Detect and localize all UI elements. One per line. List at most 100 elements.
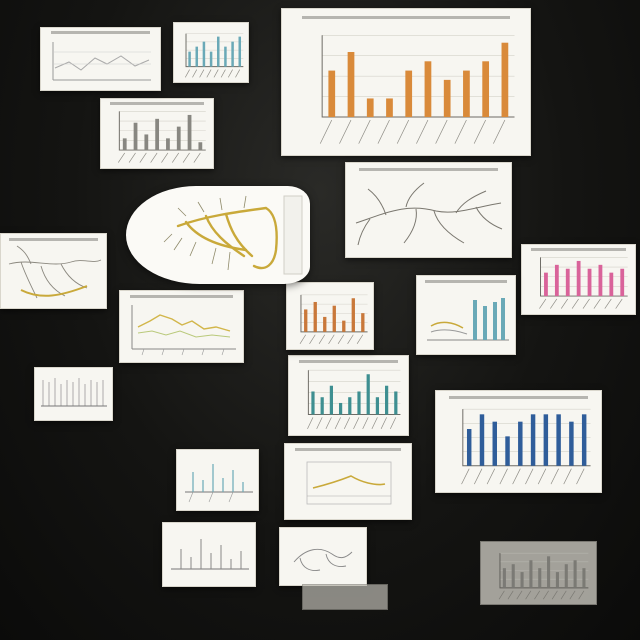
chart-bar [544, 272, 548, 297]
tick-label-mark [516, 590, 523, 600]
tick-label-mark [550, 468, 559, 485]
pressed-plant-specimen [126, 186, 310, 284]
tick-label-mark [604, 298, 612, 309]
tick-label-mark [206, 69, 212, 78]
bar-chart-small-orange [299, 294, 368, 345]
chart-card-blue [435, 390, 602, 493]
chart-title-line [129, 294, 234, 298]
chart-bar [332, 305, 336, 332]
tick-label-mark [539, 298, 547, 309]
tick-label-mark [150, 152, 158, 163]
chart-bar [144, 134, 149, 151]
line-chart-card-yellow [119, 290, 244, 363]
chart-bar [479, 414, 485, 466]
bar-chart-grey [117, 111, 206, 163]
chart-card-small-blue [173, 22, 249, 83]
chart-title-line [295, 447, 401, 451]
chart-bar [311, 391, 315, 415]
chart-bar [518, 421, 523, 466]
bar-chart-blue [461, 408, 591, 485]
tick-label-mark [316, 417, 323, 429]
chart-bar [361, 313, 365, 332]
tick-label-mark [319, 119, 333, 144]
chart-bar [342, 320, 346, 332]
chart-bar [351, 298, 355, 332]
tick-label-mark [184, 69, 190, 78]
root-sketch [8, 245, 102, 299]
grey-tag-bottom-right [480, 541, 597, 605]
tick-label-mark [328, 334, 335, 345]
chart-title-line [298, 359, 399, 363]
tick-label-mark [309, 334, 316, 345]
gold-line-card [284, 443, 412, 520]
chart-bar [304, 309, 308, 332]
chart-bar [187, 114, 192, 151]
bar-chart-small [184, 33, 244, 78]
chart-title-line [50, 31, 151, 35]
tick-label-mark [571, 298, 579, 309]
tick-label-mark [220, 69, 226, 78]
tick-label-mark [474, 468, 483, 485]
bar-chart-teal [307, 369, 401, 429]
tick-label-mark [534, 590, 541, 600]
chart-bar [482, 61, 490, 118]
tick-label-mark [307, 417, 314, 429]
chart-bar [538, 568, 542, 588]
spike-chart-2 [171, 539, 249, 570]
chart-axes [185, 33, 244, 68]
chart-bar [564, 564, 568, 588]
chart-bar [569, 421, 574, 466]
chart-card-pink [521, 244, 636, 315]
tick-label-mark [347, 334, 354, 345]
chart-bar [581, 414, 587, 466]
root-drawing-card [0, 233, 107, 309]
tick-label-mark [486, 468, 496, 485]
line-chart-card-top-left [40, 27, 161, 91]
chart-bar [530, 414, 536, 466]
mixed-chart-card [416, 275, 516, 355]
tick-label-mark [615, 298, 623, 309]
chart-bar [329, 385, 333, 415]
chart-bar [466, 429, 472, 466]
tick-label-mark [227, 69, 233, 78]
chart-bar [587, 268, 592, 297]
chart-bar [375, 397, 380, 415]
tick-label-mark [569, 590, 576, 600]
tick-label-mark [525, 590, 532, 600]
chart-bar [231, 41, 234, 67]
tick-label-mark [435, 119, 448, 144]
chart-card-grey [100, 98, 214, 169]
gold-branch-illustration [163, 195, 303, 275]
tick-label-mark [560, 590, 567, 600]
chart-bar [565, 268, 570, 297]
chart-title-line [424, 279, 508, 283]
tick-label-mark [171, 152, 180, 163]
tick-label-mark [551, 590, 558, 600]
chart-title-line [9, 237, 98, 241]
chart-bar [511, 564, 515, 588]
chart-title-line [359, 167, 498, 171]
chart-bar [133, 122, 138, 151]
tick-label-mark [213, 69, 219, 78]
tick-label-mark [396, 119, 410, 144]
chart-card-small-orange [286, 282, 374, 350]
tick-label-mark [525, 468, 534, 485]
tick-label-mark [493, 119, 506, 144]
tick-label-mark [343, 417, 351, 429]
chart-bar [357, 391, 361, 415]
spike-chart [185, 464, 253, 503]
chart-bar [492, 421, 497, 466]
tick-label-mark [358, 119, 371, 144]
spike-chart-card [176, 449, 259, 511]
tick-label-mark [550, 298, 558, 309]
chart-bar [217, 36, 220, 67]
chart-title-line [531, 248, 626, 252]
chart-bar [348, 397, 352, 415]
tick-label-mark [582, 298, 590, 309]
grey-stripe-card [34, 367, 113, 421]
chart-bar [176, 126, 181, 151]
chart-bar [394, 391, 398, 415]
chart-bar [323, 316, 327, 332]
tick-label-mark [473, 119, 486, 144]
